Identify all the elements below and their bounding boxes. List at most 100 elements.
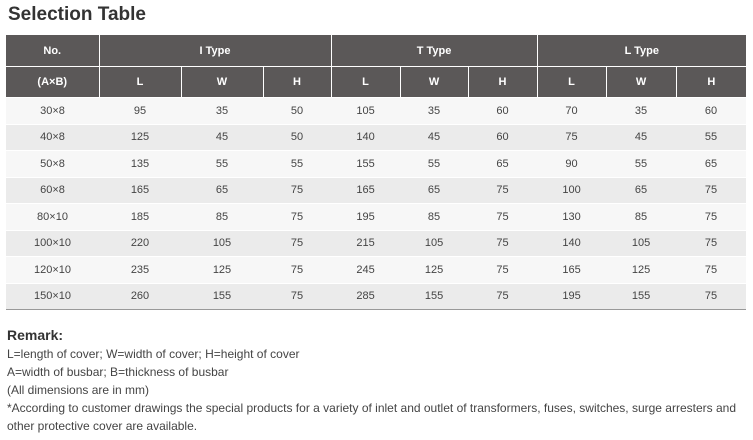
page-title: Selection Table (8, 4, 146, 25)
dimension-cell: 165 (537, 256, 607, 284)
dimension-cell: 165 (331, 177, 401, 204)
dimension-cell: 75 (468, 230, 538, 257)
dimension-cell: 75 (468, 203, 538, 231)
size-cell: 80×10 (6, 203, 99, 231)
dimension-cell: 85 (400, 203, 469, 231)
header-ab: (A×B) (6, 66, 100, 98)
dimension-cell: 75 (676, 203, 747, 231)
size-cell: 100×10 (6, 230, 99, 257)
dimension-cell: 75 (263, 230, 332, 257)
header-t-type: T Type (330, 35, 538, 67)
table-row: 100×10 220 105 75 215 105 75 140 105 75 (6, 230, 747, 257)
header-w: W (605, 66, 677, 98)
dimension-cell: 105 (400, 230, 469, 257)
dimension-cell: 65 (181, 177, 263, 204)
header-h: H (675, 66, 747, 98)
header-l: L (98, 66, 182, 98)
dimension-cell: 75 (676, 283, 747, 310)
table-row: 150×10 260 155 75 285 155 75 195 155 75 (6, 283, 747, 310)
dimension-cell: 90 (537, 150, 607, 178)
table-row: 60×8 165 65 75 165 65 75 100 65 75 (6, 177, 747, 204)
table-row: 40×8 125 45 50 140 45 60 75 45 55 (6, 124, 747, 151)
dimension-cell: 100 (537, 177, 607, 204)
dimension-cell: 75 (676, 256, 747, 284)
header-l-type: L Type (536, 35, 747, 67)
dimension-cell: 220 (99, 230, 181, 257)
remark-line: A=width of busbar; B=thickness of busbar (7, 365, 229, 379)
dimension-cell: 45 (181, 124, 263, 151)
dimension-cell: 75 (468, 256, 538, 284)
dimension-cell: 155 (606, 283, 677, 310)
dimension-cell: 50 (263, 97, 332, 125)
dimension-cell: 105 (181, 230, 263, 257)
dimension-cell: 75 (263, 283, 332, 310)
remark-section: Remark: L=length of cover; W=width of co… (7, 326, 753, 435)
dimension-cell: 155 (181, 283, 263, 310)
dimension-cell: 65 (400, 177, 469, 204)
dimension-cell: 65 (676, 150, 747, 178)
dimension-cell: 215 (331, 230, 401, 257)
table-row: 50×8 135 55 55 155 55 65 90 55 65 (6, 150, 747, 178)
dimension-cell: 285 (331, 283, 401, 310)
dimension-cell: 75 (263, 256, 332, 284)
header-h: H (467, 66, 538, 98)
dimension-cell: 45 (606, 124, 677, 151)
dimension-cell: 75 (537, 124, 607, 151)
header-w: W (399, 66, 469, 98)
dimension-cell: 75 (676, 230, 747, 257)
size-cell: 30×8 (6, 97, 99, 125)
dimension-cell: 60 (468, 124, 538, 151)
header-w: W (180, 66, 264, 98)
remark-line: L=length of cover; W=width of cover; H=h… (7, 347, 300, 361)
dimension-cell: 185 (99, 203, 181, 231)
dimension-cell: 125 (606, 256, 677, 284)
dimension-cell: 35 (181, 97, 263, 125)
dimension-cell: 155 (400, 283, 469, 310)
dimension-cell: 235 (99, 256, 181, 284)
dimension-cell: 130 (537, 203, 607, 231)
size-cell: 60×8 (6, 177, 99, 204)
table-row: 30×8 95 35 50 105 35 60 70 35 60 (6, 97, 747, 125)
dimension-cell: 125 (181, 256, 263, 284)
dimension-cell: 75 (468, 283, 538, 310)
dimension-cell: 260 (99, 283, 181, 310)
dimension-cell: 75 (676, 177, 747, 204)
size-cell: 50×8 (6, 150, 99, 178)
dimension-cell: 55 (181, 150, 263, 178)
size-cell: 40×8 (6, 124, 99, 151)
dimension-cell: 75 (468, 177, 538, 204)
dimension-cell: 125 (99, 124, 181, 151)
dimension-cell: 245 (331, 256, 401, 284)
remark-line: *According to customer drawings the spec… (7, 401, 737, 433)
dimension-cell: 50 (263, 124, 332, 151)
dimension-cell: 155 (331, 150, 401, 178)
dimension-cell: 105 (606, 230, 677, 257)
dimension-cell: 140 (537, 230, 607, 257)
dimension-cell: 75 (263, 203, 332, 231)
header-no: No. (6, 35, 100, 67)
dimension-cell: 85 (181, 203, 263, 231)
remark-line: (All dimensions are in mm) (7, 383, 150, 397)
header-i-type: I Type (98, 35, 332, 67)
dimension-cell: 60 (468, 97, 538, 125)
header-l: L (536, 66, 607, 98)
header-l: L (330, 66, 401, 98)
table-row: 80×10 185 85 75 195 85 75 130 85 75 (6, 203, 747, 231)
dimension-cell: 75 (263, 177, 332, 204)
dimension-cell: 55 (676, 124, 747, 151)
dimension-cell: 35 (400, 97, 469, 125)
selection-table: No. I Type T Type L Type (A×B) L W H L W… (6, 35, 747, 310)
size-cell: 120×10 (6, 256, 99, 284)
table-row: 120×10 235 125 75 245 125 75 165 125 75 (6, 256, 747, 284)
dimension-cell: 140 (331, 124, 401, 151)
dimension-cell: 135 (99, 150, 181, 178)
dimension-cell: 85 (606, 203, 677, 231)
size-cell: 150×10 (6, 283, 99, 310)
header-h: H (262, 66, 332, 98)
dimension-cell: 55 (400, 150, 469, 178)
dimension-cell: 65 (468, 150, 538, 178)
dimension-cell: 65 (606, 177, 677, 204)
dimension-cell: 35 (606, 97, 677, 125)
dimension-cell: 55 (606, 150, 677, 178)
dimension-cell: 55 (263, 150, 332, 178)
